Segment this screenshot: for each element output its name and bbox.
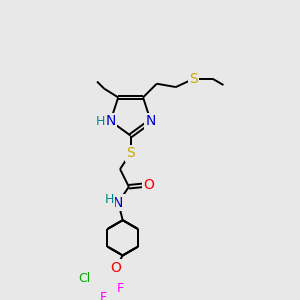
Text: S: S xyxy=(126,146,135,160)
Text: F: F xyxy=(100,291,107,300)
Text: O: O xyxy=(110,261,121,275)
Text: N: N xyxy=(146,114,156,128)
Text: F: F xyxy=(116,282,124,296)
Text: N: N xyxy=(113,196,124,210)
Text: S: S xyxy=(189,72,198,86)
Text: O: O xyxy=(144,178,154,192)
Text: H: H xyxy=(105,194,114,206)
Text: N: N xyxy=(105,114,116,128)
Text: H: H xyxy=(95,116,105,128)
Text: Cl: Cl xyxy=(78,272,90,285)
